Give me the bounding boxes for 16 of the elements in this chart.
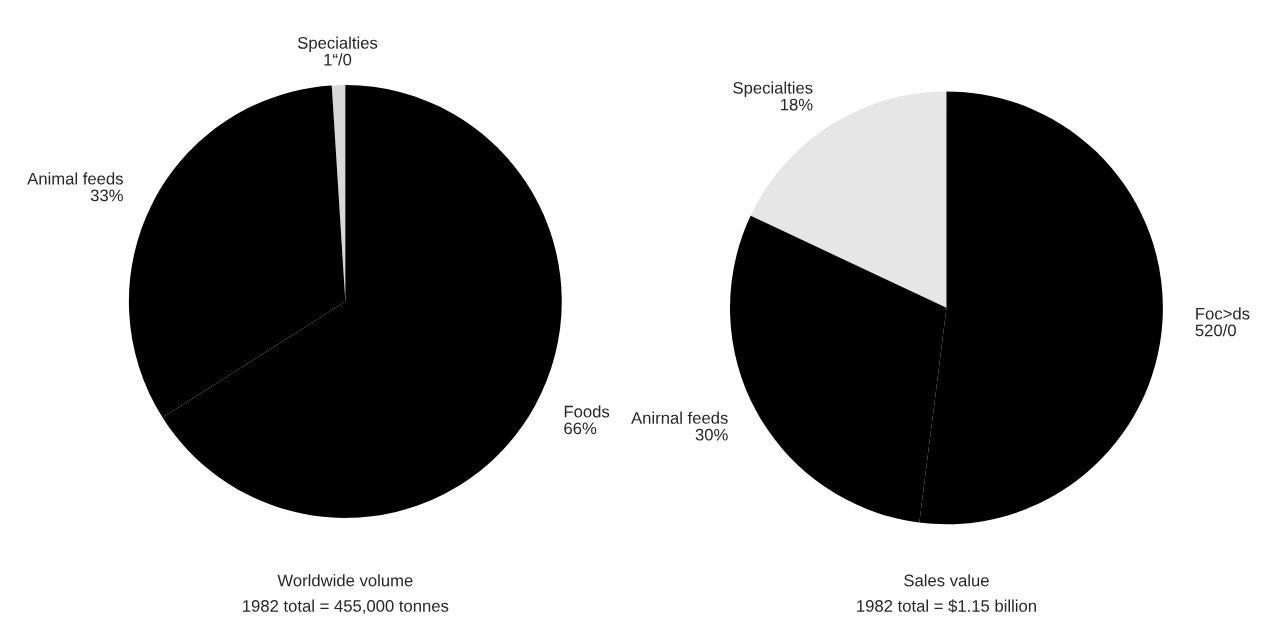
data-label: 33%: [90, 189, 123, 202]
data-label: 1“/0: [324, 53, 352, 66]
data-label: 66%: [564, 422, 597, 435]
slice-label: Foc>ds: [1196, 307, 1250, 320]
slice-label: Specialties: [733, 81, 813, 98]
slice-label: Specialties: [297, 36, 378, 53]
text: 1982 total = 455,000 tonnes: [243, 599, 449, 614]
text: 1982 total = $1.15 billion: [857, 599, 1036, 613]
slice-label: Foods: [564, 405, 610, 418]
slice-label: Animal feeds: [27, 172, 123, 185]
text: Worldwide volume: [277, 574, 413, 587]
slice-label: Anirnal feeds: [631, 411, 728, 424]
text: Sales value: [904, 574, 989, 587]
data-label: 30%: [695, 428, 728, 441]
data-label: 520/0: [1195, 324, 1236, 337]
data-label: 18%: [781, 98, 813, 111]
